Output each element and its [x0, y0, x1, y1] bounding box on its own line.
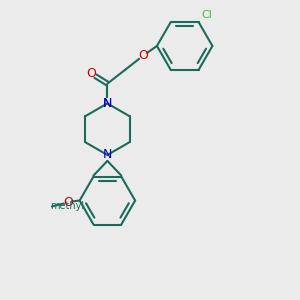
Text: O: O: [87, 67, 97, 80]
Text: Cl: Cl: [202, 10, 212, 20]
Text: O: O: [138, 50, 148, 62]
Text: N: N: [103, 148, 112, 161]
Text: O: O: [63, 196, 73, 209]
Text: N: N: [103, 97, 112, 110]
Text: methyl: methyl: [50, 202, 84, 212]
Text: N: N: [103, 97, 112, 110]
